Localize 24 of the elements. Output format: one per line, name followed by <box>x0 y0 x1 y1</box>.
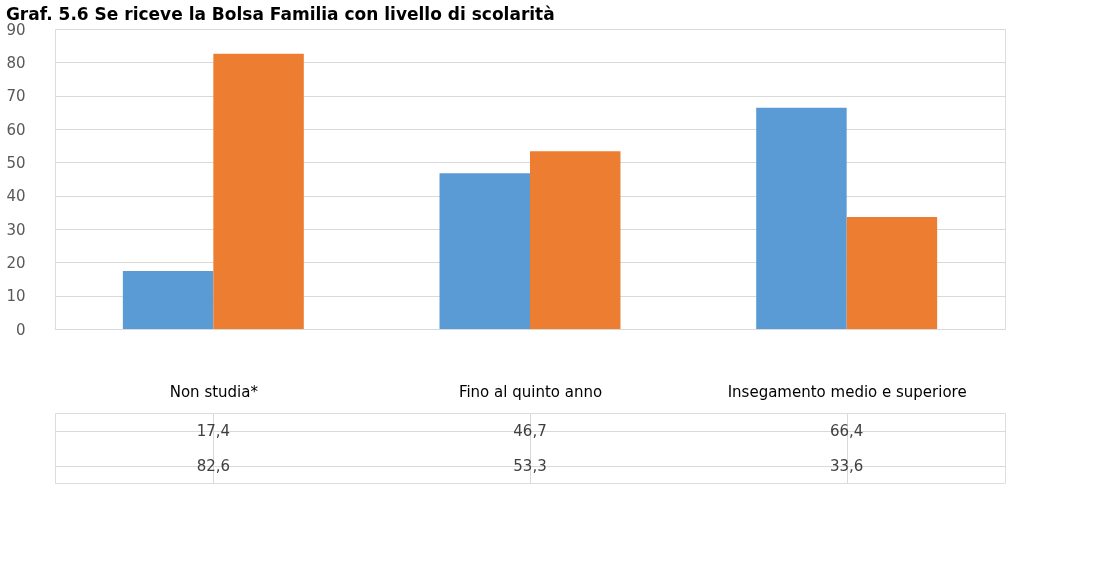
bar <box>439 173 530 329</box>
y-tick-label: 0 <box>15 320 26 339</box>
bar <box>846 217 938 329</box>
data-label: 46,7 <box>513 421 547 440</box>
bar <box>122 271 214 329</box>
data-label: 53,3 <box>513 456 547 475</box>
data-label: 82,6 <box>196 456 231 475</box>
y-tick-label: 10 <box>6 287 26 306</box>
data-label: 33,6 <box>829 456 864 475</box>
x-tick-label: Non studia* <box>169 382 259 401</box>
x-tick-label: Insegamento medio e superiore <box>727 382 967 401</box>
y-tick-label: 40 <box>6 187 26 206</box>
x-tick-label: Fino al quinto anno <box>458 382 603 401</box>
y-tick-label: 50 <box>6 153 26 172</box>
y-tick-label: 60 <box>6 120 26 139</box>
y-tick-label: 80 <box>6 53 26 72</box>
bar <box>756 107 847 329</box>
data-label: 17,4 <box>196 421 231 440</box>
y-tick-label: 20 <box>6 253 26 272</box>
data-label: 66,4 <box>829 421 864 440</box>
bar <box>213 53 304 329</box>
bar <box>530 151 621 329</box>
y-tick-label: 70 <box>6 87 26 106</box>
y-tick-label: 30 <box>6 220 26 239</box>
